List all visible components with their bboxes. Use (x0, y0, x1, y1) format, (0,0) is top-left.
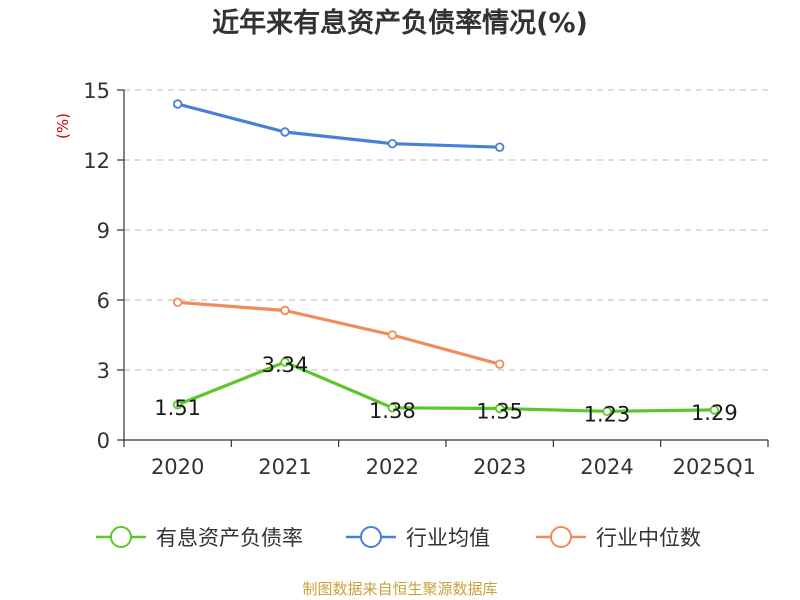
y-tick-label: 9 (97, 219, 110, 243)
y-tick-label: 3 (97, 359, 110, 383)
data-label: 1.23 (584, 402, 631, 426)
data-point (280, 127, 290, 137)
data-label: 1.29 (691, 401, 738, 425)
x-tick-label: 2025Q1 (673, 455, 756, 479)
data-point (387, 403, 398, 413)
y-axis-unit-label: (%) (54, 113, 72, 139)
data-point (602, 406, 612, 416)
data-label: 3.34 (262, 353, 309, 377)
legend[interactable]: 有息资产负债率 行业均值 行业中位数 (96, 526, 701, 550)
y-tick-label: 0 (97, 429, 110, 453)
data-labels: 1.51 3.34 1.38 1.35 1.23 1.29 (154, 353, 737, 426)
x-tick-label: 2021 (258, 455, 311, 479)
data-label: 1.38 (369, 399, 416, 423)
data-label: 1.35 (476, 400, 523, 424)
legend-marker (110, 526, 132, 548)
data-point (494, 359, 505, 369)
grid-lines (124, 89, 768, 371)
data-point (172, 400, 183, 410)
legend-item[interactable]: 有息资产负债率 (96, 526, 303, 550)
legend-marker (360, 526, 382, 548)
series-lines (172, 99, 720, 416)
x-tick-label: 2023 (473, 455, 526, 479)
y-tick-label: 12 (83, 149, 110, 173)
data-point (280, 357, 290, 367)
series-line (177, 300, 501, 366)
data-point (494, 142, 505, 152)
legend-label: 行业均值 (406, 526, 490, 550)
series-line (177, 360, 715, 413)
chart-title: 近年来有息资产负债率情况(%) (212, 7, 588, 39)
data-point (387, 138, 398, 149)
legend-item[interactable]: 行业均值 (346, 526, 490, 550)
x-tick-label: 2022 (366, 455, 419, 479)
legend-label: 行业中位数 (596, 526, 701, 550)
data-point (172, 99, 183, 109)
series-line (177, 102, 500, 149)
data-point (280, 305, 290, 316)
x-tick-label: 2024 (580, 455, 633, 479)
data-label: 1.51 (154, 396, 201, 420)
data-point (387, 330, 398, 340)
source-note: 制图数据来自恒生聚源数据库 (302, 580, 497, 598)
data-point (494, 403, 505, 414)
legend-item[interactable]: 行业中位数 (536, 526, 701, 550)
data-point (709, 405, 720, 415)
legend-label: 有息资产负债率 (156, 526, 303, 550)
legend-marker (550, 526, 572, 548)
x-tick-label: 2020 (151, 455, 204, 479)
data-point (172, 297, 183, 308)
y-tick-label: 15 (83, 79, 110, 103)
axes: 0 3 6 9 12 15 2020 2021 2022 2023 2024 2025Q1 (83, 79, 769, 479)
y-tick-label: 6 (97, 289, 110, 313)
